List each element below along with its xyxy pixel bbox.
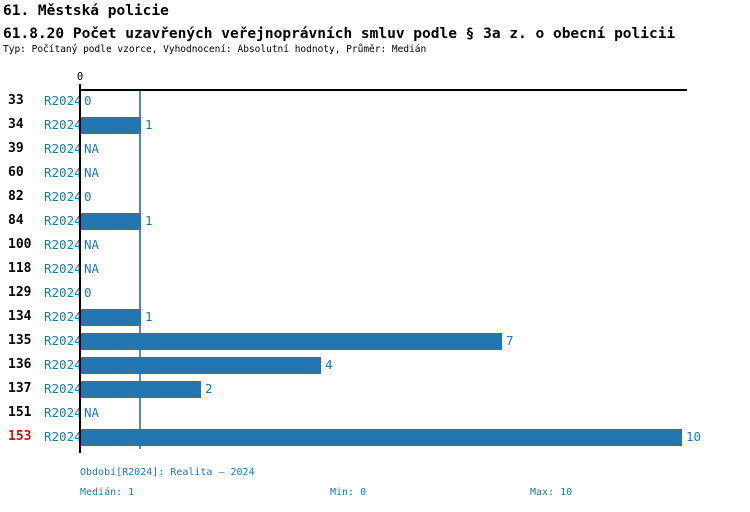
bar-value-label: NA [84, 237, 100, 252]
chart-row: 34 R2024 1 [0, 113, 750, 137]
row-period-label: R2024 [44, 237, 82, 252]
chart-title-line2: 61.8.20 Počet uzavřených veřejnoprávních… [3, 26, 676, 42]
bar-value-label: NA [84, 261, 100, 276]
chart-row: 100 R2024 NA [0, 233, 750, 257]
value-bar [81, 308, 141, 326]
chart-row: 82 R2024 0 [0, 185, 750, 209]
bar-value-label: NA [84, 165, 100, 180]
row-category-label: 136 [8, 357, 32, 372]
value-bar [81, 212, 141, 230]
chart-row: 118 R2024 NA [0, 257, 750, 281]
row-period-label: R2024 [44, 165, 82, 180]
bar-value-label: 2 [205, 381, 213, 396]
row-period-label: R2024 [44, 429, 82, 444]
row-period-label: R2024 [44, 405, 82, 420]
bar-value-label: 0 [84, 189, 92, 204]
value-bar [81, 116, 141, 134]
chart-row: 136 R2024 4 [0, 353, 750, 377]
row-period-label: R2024 [44, 213, 82, 228]
row-period-label: R2024 [44, 141, 82, 156]
bar-value-label: 0 [84, 285, 92, 300]
row-category-label: 129 [8, 285, 32, 300]
chart-row: 60 R2024 NA [0, 161, 750, 185]
row-category-label: 137 [8, 381, 32, 396]
median-reference-line [139, 91, 141, 449]
row-category-label: 135 [8, 333, 32, 348]
row-category-label: 82 [8, 189, 24, 204]
row-period-label: R2024 [44, 261, 82, 276]
value-bar [81, 332, 502, 350]
row-category-label: 33 [8, 93, 24, 108]
chart-title-line1: 61. Městská policie [3, 3, 169, 19]
bar-value-label: 10 [686, 429, 702, 444]
chart-row: 39 R2024 NA [0, 137, 750, 161]
chart-row: 33 R2024 0 [0, 89, 750, 113]
y-axis-line [79, 84, 81, 453]
row-period-label: R2024 [44, 117, 82, 132]
bar-value-label: 1 [145, 117, 153, 132]
chart-row: 135 R2024 7 [0, 329, 750, 353]
value-bar [81, 356, 321, 374]
row-period-label: R2024 [44, 93, 82, 108]
bar-value-label: 4 [325, 357, 333, 372]
row-period-label: R2024 [44, 309, 82, 324]
chart-row: 137 R2024 2 [0, 377, 750, 401]
row-category-label: 100 [8, 237, 32, 252]
row-period-label: R2024 [44, 333, 82, 348]
bar-value-label: 1 [145, 213, 153, 228]
footer-median-label: Medián: 1 [80, 487, 135, 498]
row-category-label-highlighted: 153 [8, 429, 32, 444]
footer-max-label: Max: 10 [530, 487, 573, 498]
bar-value-label: 7 [506, 333, 514, 348]
chart-row: 153 R2024 10 [0, 425, 750, 449]
bar-value-label: NA [84, 141, 100, 156]
row-period-label: R2024 [44, 285, 82, 300]
row-period-label: R2024 [44, 189, 82, 204]
footer-period-label: Období[R2024]: Realita – 2024 [80, 467, 255, 478]
footer-min-label: Min: 0 [330, 487, 367, 498]
row-category-label: 39 [8, 141, 24, 156]
chart-subtitle: Typ: Počítaný podle vzorce, Vyhodnocení:… [3, 44, 427, 55]
row-category-label: 151 [8, 405, 32, 420]
x-axis-tick-label: 0 [76, 71, 84, 83]
row-category-label: 118 [8, 261, 32, 276]
value-bar [81, 428, 682, 446]
chart-row: 134 R2024 1 [0, 305, 750, 329]
row-period-label: R2024 [44, 381, 82, 396]
bar-value-label: 0 [84, 93, 92, 108]
row-category-label: 84 [8, 213, 24, 228]
chart-row: 151 R2024 NA [0, 401, 750, 425]
row-period-label: R2024 [44, 357, 82, 372]
chart-row: 84 R2024 1 [0, 209, 750, 233]
row-category-label: 60 [8, 165, 24, 180]
x-axis-line [80, 89, 687, 91]
bar-value-label: NA [84, 405, 100, 420]
chart-row: 129 R2024 0 [0, 281, 750, 305]
row-category-label: 134 [8, 309, 32, 324]
row-category-label: 34 [8, 117, 24, 132]
value-bar [81, 380, 201, 398]
bar-value-label: 1 [145, 309, 153, 324]
